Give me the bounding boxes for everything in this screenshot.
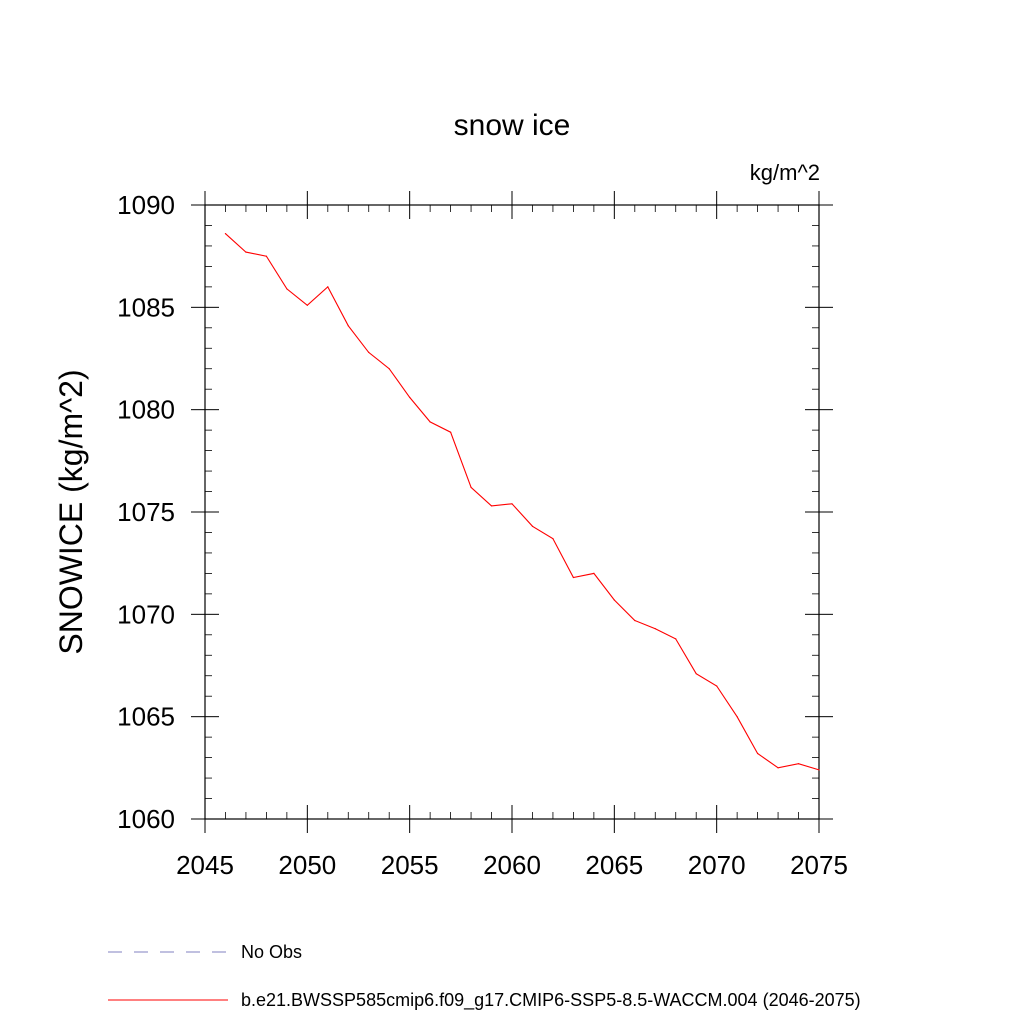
data-point xyxy=(552,538,554,540)
legend-label: b.e21.BWSSP585cmip6.f09_g17.CMIP6-SSP5-8… xyxy=(241,990,861,1011)
ticks-layer: 2045 2050 2055 2060 2065 2070 2075 1060 1065 1070… xyxy=(117,190,848,880)
data-point xyxy=(818,769,820,771)
data-point xyxy=(757,752,759,755)
chart-title: snow ice xyxy=(454,109,571,142)
data-point xyxy=(429,421,431,423)
data-point xyxy=(388,368,390,370)
x-tick-label: 2065 xyxy=(585,850,643,880)
series-layer xyxy=(224,233,820,771)
data-point xyxy=(716,685,718,687)
data-point xyxy=(736,716,738,718)
data-point xyxy=(265,255,267,257)
data-point xyxy=(572,576,575,579)
y-tick-label: 1080 xyxy=(117,395,175,425)
data-point xyxy=(531,525,534,527)
x-tick-label: 2060 xyxy=(483,850,541,880)
data-point xyxy=(634,619,636,622)
y-tick-label: 1060 xyxy=(117,804,175,834)
x-tick-label: 2045 xyxy=(176,850,234,880)
data-point xyxy=(470,486,472,489)
data-point xyxy=(327,286,329,288)
data-point xyxy=(368,351,370,353)
x-tick-label: 2050 xyxy=(278,850,336,880)
data-point xyxy=(654,628,656,630)
data-point xyxy=(695,673,697,675)
data-point xyxy=(224,233,227,235)
data-point xyxy=(306,304,308,306)
y-tick-label: 1065 xyxy=(117,702,175,732)
data-point xyxy=(777,767,779,769)
x-tick-label: 2055 xyxy=(381,850,439,880)
y-tick-label: 1075 xyxy=(117,497,175,527)
series-line-0 xyxy=(225,233,820,771)
data-point xyxy=(450,431,452,433)
units-label: kg/m^2 xyxy=(750,160,820,185)
data-point xyxy=(490,505,493,507)
y-axis-label: SNOWICE (kg/m^2) xyxy=(53,369,89,654)
y-tick-label: 1070 xyxy=(117,599,175,629)
x-tick-label: 2075 xyxy=(790,850,848,880)
data-point xyxy=(797,763,800,765)
x-tick-label: 2070 xyxy=(688,850,746,880)
data-point xyxy=(613,599,615,601)
data-point xyxy=(593,572,595,575)
legend: No Obs b.e21.BWSSP585cmip6.f09_g17.CMIP6-… xyxy=(108,942,861,1011)
y-tick-label: 1085 xyxy=(117,292,175,322)
y-tick-label: 1090 xyxy=(117,190,175,220)
data-point xyxy=(511,503,513,505)
data-point xyxy=(286,288,288,290)
data-point xyxy=(245,251,247,253)
data-point xyxy=(409,396,411,398)
legend-label: No Obs xyxy=(241,942,302,962)
data-point xyxy=(675,638,677,640)
data-point xyxy=(347,325,349,327)
